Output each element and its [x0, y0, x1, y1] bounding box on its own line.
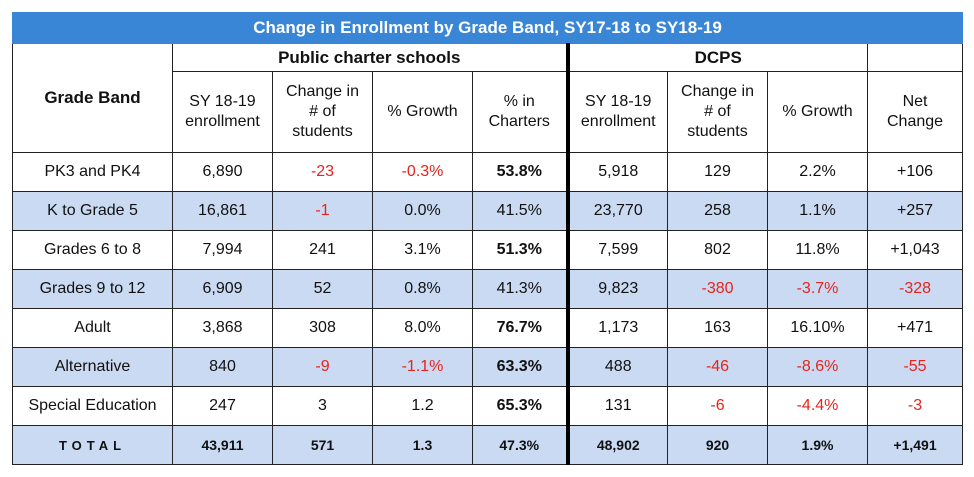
- charter-growth: -1.1%: [372, 347, 473, 387]
- dcps-enrollment: 23,770: [565, 191, 668, 231]
- table-title: Change in Enrollment by Grade Band, SY17…: [11, 12, 964, 44]
- dcps-enrollment: 7,599: [565, 230, 668, 270]
- charter-change-header: Change in # of students: [272, 71, 373, 153]
- total-charter-enrollment: 43,911: [172, 425, 273, 465]
- total-net-change: +1,491: [866, 425, 964, 465]
- grade-band-label: K to Grade 5: [12, 191, 173, 231]
- grade-band-header: Grade Band: [12, 43, 173, 153]
- charter-growth: 8.0%: [372, 308, 473, 348]
- total-label: TOTAL: [12, 425, 173, 465]
- grade-band-label: Adult: [12, 308, 173, 348]
- grade-band-label: Special Education: [12, 386, 173, 426]
- grade-band-label: Grades 6 to 8: [12, 230, 173, 270]
- grade-band-label: Alternative: [12, 347, 173, 387]
- charter-change: -23: [272, 152, 373, 192]
- pct-charters: 65.3%: [472, 386, 568, 426]
- net-change: +257: [866, 191, 964, 231]
- total-dcps-change: 920: [667, 425, 768, 465]
- dcps-group-header: DCPS: [565, 43, 868, 72]
- charter-change: 52: [272, 269, 373, 309]
- dcps-growth: -8.6%: [767, 347, 868, 387]
- net-group-blank: [866, 43, 964, 72]
- total-row: TOTAL 43,911 571 1.3 47.3% 48,902 920 1.…: [12, 425, 964, 465]
- pct-charters: 41.5%: [472, 191, 568, 231]
- dcps-change: -380: [667, 269, 768, 309]
- dcps-change: 129: [667, 152, 768, 192]
- table-row: Adult 3,868 308 8.0% 76.7% 1,173 163 16.…: [12, 308, 964, 348]
- net-change-header: Net Change: [866, 71, 964, 153]
- charter-growth: -0.3%: [372, 152, 473, 192]
- charter-enrollment: 3,868: [172, 308, 273, 348]
- dcps-growth: -3.7%: [767, 269, 868, 309]
- table-row: PK3 and PK4 6,890 -23 -0.3% 53.8% 5,918 …: [12, 152, 964, 192]
- charter-group-header: Public charter schools: [172, 43, 568, 72]
- charter-growth: 1.2: [372, 386, 473, 426]
- charter-growth: 0.8%: [372, 269, 473, 309]
- total-pct-charters: 47.3%: [472, 425, 568, 465]
- net-change: +1,043: [866, 230, 964, 270]
- table-row: K to Grade 5 16,861 -1 0.0% 41.5% 23,770…: [12, 191, 964, 231]
- dcps-change: -6: [667, 386, 768, 426]
- dcps-growth: 2.2%: [767, 152, 868, 192]
- dcps-enrollment: 1,173: [565, 308, 668, 348]
- total-charter-growth: 1.3: [372, 425, 473, 465]
- charter-enrollment: 840: [172, 347, 273, 387]
- charter-growth: 3.1%: [372, 230, 473, 270]
- charter-enrollment: 6,909: [172, 269, 273, 309]
- table-row: Grades 6 to 8 7,994 241 3.1% 51.3% 7,599…: [12, 230, 964, 270]
- dcps-growth-header: % Growth: [767, 71, 868, 153]
- charter-change: 308: [272, 308, 373, 348]
- net-change: -328: [866, 269, 964, 309]
- dcps-enrollment: 131: [565, 386, 668, 426]
- charter-enrollment-header: SY 18-19 enrollment: [172, 71, 273, 153]
- net-change: -3: [866, 386, 964, 426]
- dcps-growth: 1.1%: [767, 191, 868, 231]
- table-row: Special Education 247 3 1.2 65.3% 131 -6…: [12, 386, 964, 426]
- pct-charters: 76.7%: [472, 308, 568, 348]
- dcps-change: 258: [667, 191, 768, 231]
- dcps-change: 163: [667, 308, 768, 348]
- charter-growth: 0.0%: [372, 191, 473, 231]
- grade-band-label: Grades 9 to 12: [12, 269, 173, 309]
- net-change: -55: [866, 347, 964, 387]
- charter-growth-header: % Growth: [372, 71, 473, 153]
- table-row: Grades 9 to 12 6,909 52 0.8% 41.3% 9,823…: [12, 269, 964, 309]
- total-dcps-enrollment: 48,902: [565, 425, 668, 465]
- pct-charters-header: % in Charters: [472, 71, 568, 153]
- charter-change: 241: [272, 230, 373, 270]
- net-change: +106: [866, 152, 964, 192]
- charter-enrollment: 16,861: [172, 191, 273, 231]
- total-dcps-growth: 1.9%: [767, 425, 868, 465]
- table-row: Alternative 840 -9 -1.1% 63.3% 488 -46 -…: [12, 347, 964, 387]
- dcps-change: 802: [667, 230, 768, 270]
- pct-charters: 51.3%: [472, 230, 568, 270]
- charter-enrollment: 6,890: [172, 152, 273, 192]
- pct-charters: 63.3%: [472, 347, 568, 387]
- dcps-enrollment-header: SY 18-19 enrollment: [565, 71, 668, 153]
- dcps-enrollment: 488: [565, 347, 668, 387]
- total-charter-change: 571: [272, 425, 373, 465]
- enrollment-table: Change in Enrollment by Grade Band, SY17…: [11, 12, 964, 465]
- charter-change: 3: [272, 386, 373, 426]
- dcps-enrollment: 9,823: [565, 269, 668, 309]
- charter-change: -9: [272, 347, 373, 387]
- dcps-change: -46: [667, 347, 768, 387]
- dcps-growth: 16.10%: [767, 308, 868, 348]
- charter-enrollment: 7,994: [172, 230, 273, 270]
- dcps-change-header: Change in # of students: [667, 71, 768, 153]
- pct-charters: 53.8%: [472, 152, 568, 192]
- charter-enrollment: 247: [172, 386, 273, 426]
- dcps-growth: 11.8%: [767, 230, 868, 270]
- net-change: +471: [866, 308, 964, 348]
- pct-charters: 41.3%: [472, 269, 568, 309]
- dcps-enrollment: 5,918: [565, 152, 668, 192]
- grade-band-label: PK3 and PK4: [12, 152, 173, 192]
- charter-change: -1: [272, 191, 373, 231]
- dcps-growth: -4.4%: [767, 386, 868, 426]
